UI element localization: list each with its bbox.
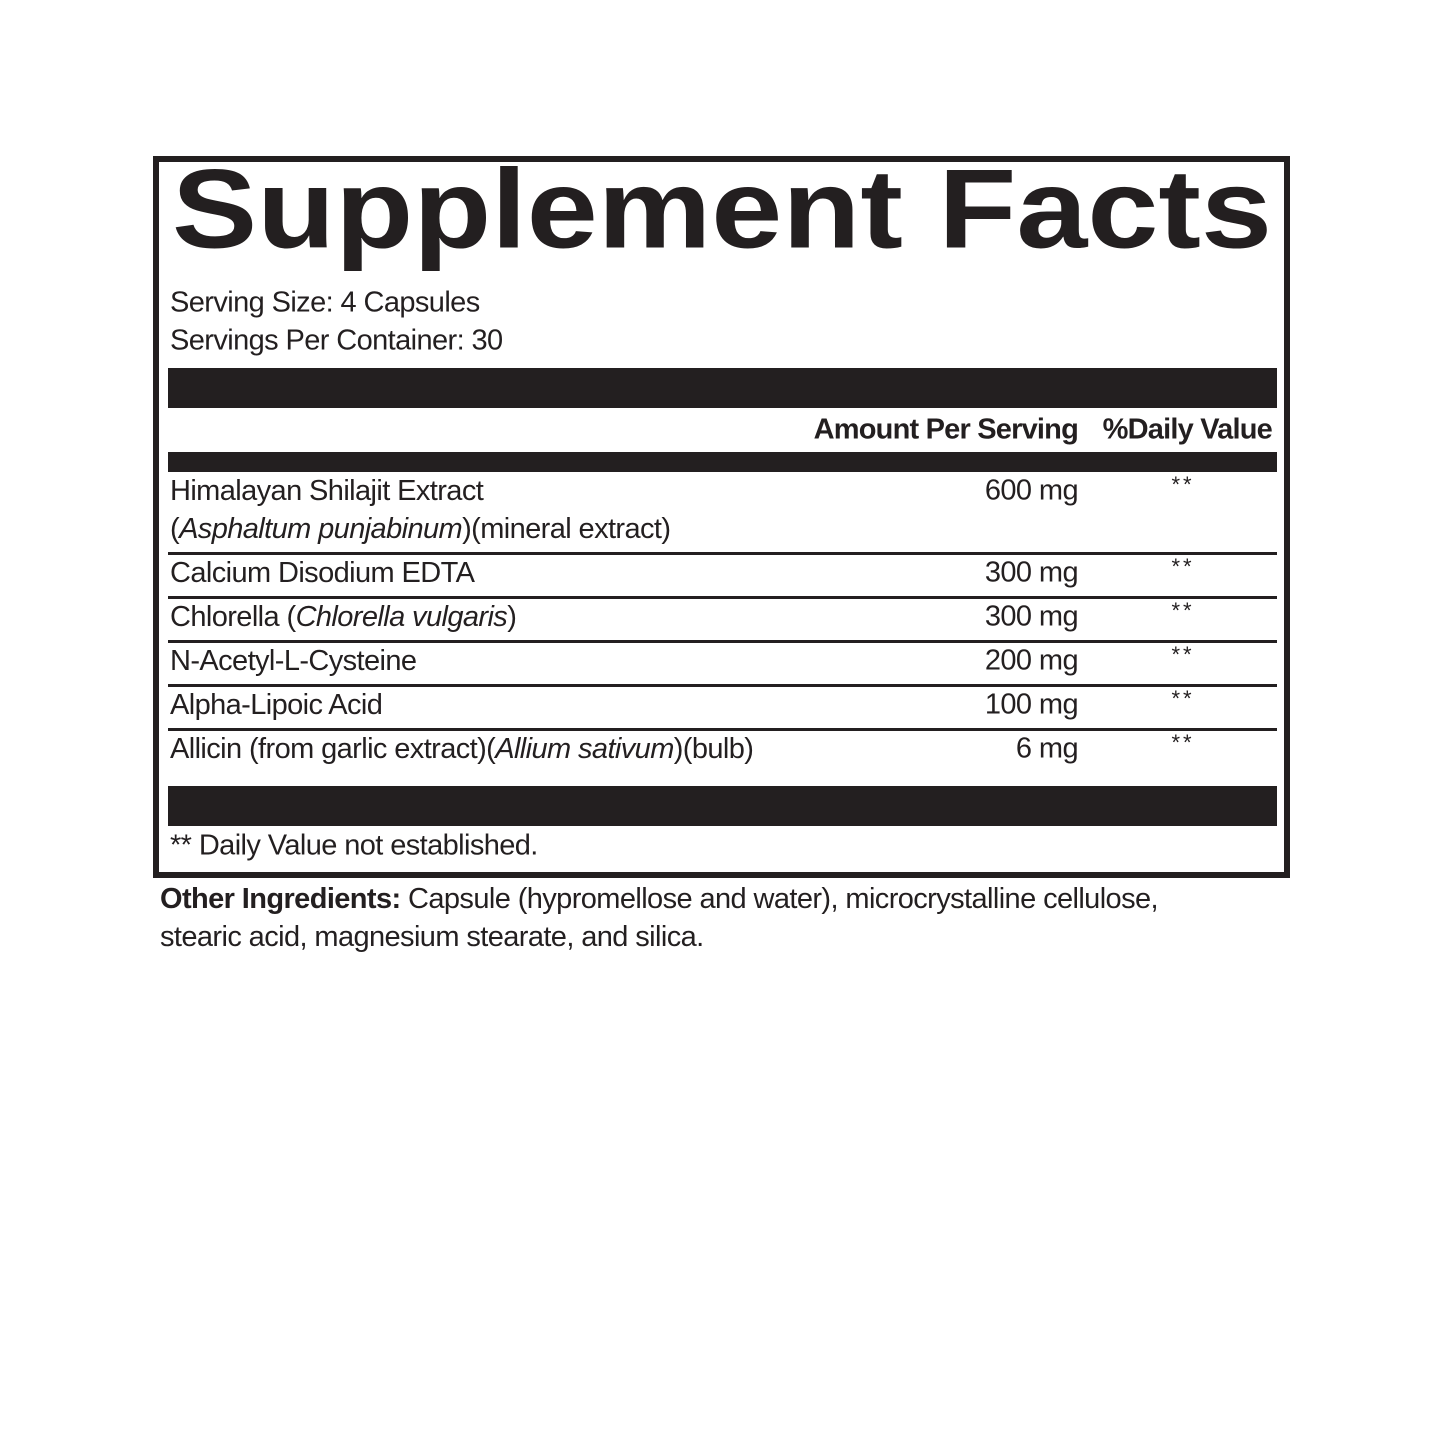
serving-size: Serving Size: 4 Capsules <box>170 287 480 319</box>
name-segment: Chlorella ( <box>170 601 296 633</box>
amount: 300 mg <box>985 557 1078 589</box>
row-divider <box>168 728 1277 731</box>
daily-value: ** <box>1171 472 1194 497</box>
name-segment: )(mineral extract) <box>462 513 670 545</box>
ingredient-name: Chlorella (Chlorella vulgaris) <box>170 601 516 633</box>
ingredient-name: (Asphaltum punjabinum)(mineral extract) <box>170 513 670 545</box>
column-header: Amount Per Serving <box>814 414 1078 446</box>
ingredient-name: Calcium Disodium EDTA <box>170 557 476 589</box>
name-segment: Allium sativum <box>493 733 674 765</box>
ingredient-name: N-Acetyl-L-Cysteine <box>170 645 416 677</box>
amount: 300 mg <box>985 601 1078 633</box>
other-ingredients: Other Ingredients: Capsule (hypromellose… <box>160 880 1240 956</box>
bar <box>168 786 1277 826</box>
other-ingredients-label: Other Ingredients: <box>160 883 401 915</box>
column-header: %Daily Value <box>1103 414 1273 446</box>
rows: Himalayan Shilajit Extract (Asphaltum pun… <box>168 472 1277 765</box>
name-segment: Himalayan Shilajit Extract <box>170 475 484 507</box>
daily-value: ** <box>1171 642 1194 667</box>
name-segment: )(bulb) <box>674 733 754 765</box>
title: Supplement Facts <box>172 147 1272 272</box>
bar <box>168 452 1277 472</box>
footnote: ** Daily Value not established. <box>170 830 538 862</box>
daily-value: ** <box>1171 554 1194 579</box>
row-divider <box>168 596 1277 599</box>
name-segment: ( <box>170 513 180 545</box>
amount: 600 mg <box>985 475 1078 507</box>
name-segment: Alpha-Lipoic Acid <box>170 689 382 721</box>
name-segment: Chlorella vulgaris <box>296 601 508 633</box>
name-segment: Allicin (from garlic extract)( <box>170 733 496 765</box>
amount: 6 mg <box>1016 733 1078 765</box>
name-segment: Asphaltum punjabinum <box>177 513 462 545</box>
other-ingredients-text: Capsule (hypromellose and water), microc… <box>160 883 1159 953</box>
ingredient-name: Allicin (from garlic extract)(Allium sat… <box>170 733 753 765</box>
row-divider <box>168 640 1277 643</box>
label-border <box>153 156 1290 878</box>
amount: 100 mg <box>985 689 1078 721</box>
servings-per-container: Servings Per Container: 30 <box>170 325 503 357</box>
daily-value: ** <box>1171 686 1194 711</box>
daily-value: ** <box>1171 598 1194 623</box>
name-segment: Calcium Disodium EDTA <box>170 557 476 589</box>
amount: 200 mg <box>985 645 1078 677</box>
daily-value: ** <box>1171 730 1194 755</box>
row-divider <box>168 552 1277 555</box>
name-segment: ) <box>507 601 516 633</box>
bar <box>168 368 1277 408</box>
row-divider <box>168 684 1277 687</box>
ingredient-name: Himalayan Shilajit Extract <box>170 475 484 507</box>
ingredient-name: Alpha-Lipoic Acid <box>170 689 382 721</box>
name-segment: N-Acetyl-L-Cysteine <box>170 645 416 677</box>
